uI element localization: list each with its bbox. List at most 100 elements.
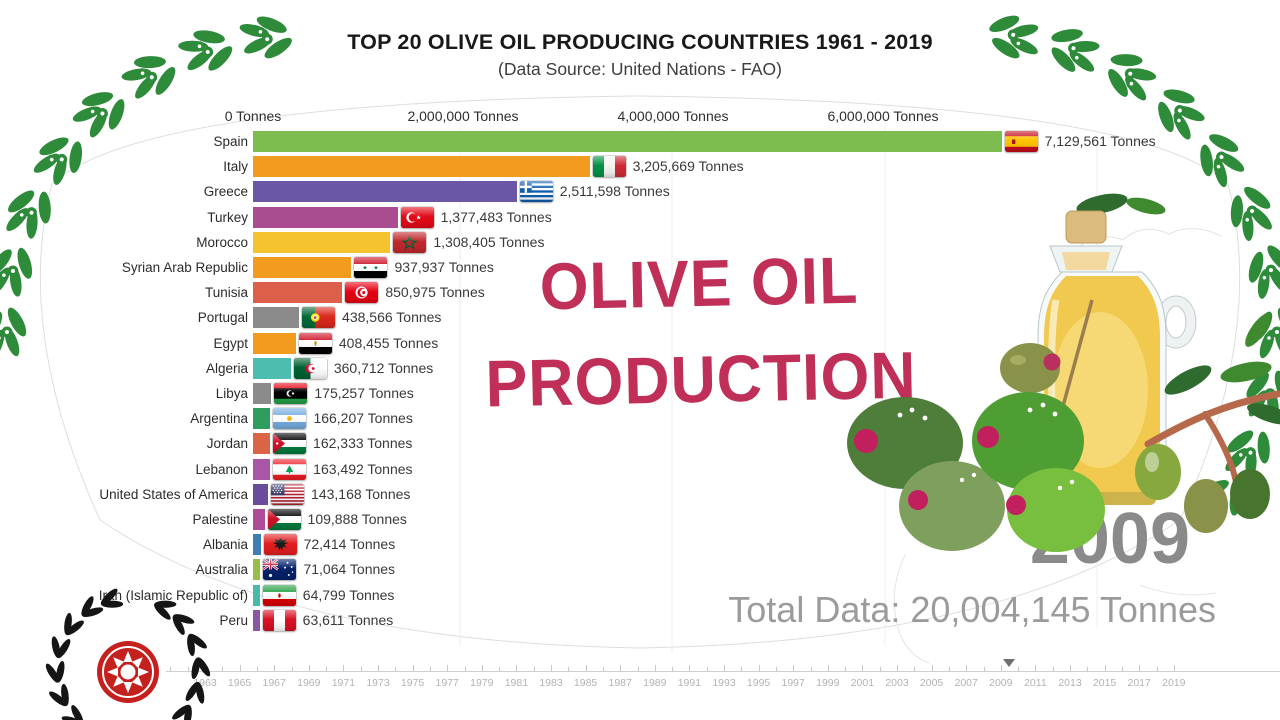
timeline-tick xyxy=(1052,667,1054,671)
timeline-tick xyxy=(1139,665,1141,671)
bar xyxy=(253,534,261,556)
timeline-tick xyxy=(499,667,501,671)
timeline-year-label: 1999 xyxy=(816,677,840,689)
country-label: Syrian Arab Republic xyxy=(121,260,248,275)
country-label: Morocco xyxy=(196,234,248,250)
timeline-year-label: 2001 xyxy=(850,677,875,689)
timeline-tick xyxy=(879,667,881,671)
chart-row: Greece 2,511,598 Tonnes xyxy=(0,179,1280,204)
timeline-year-label: 2015 xyxy=(1092,677,1117,689)
timeline-tick xyxy=(775,667,777,671)
timeline-tick xyxy=(1121,667,1123,671)
bar xyxy=(253,559,261,581)
timeline-tick xyxy=(741,667,743,671)
chart-row: Lebanon 163,492 Tonnes xyxy=(0,457,1280,482)
timeline-year-label: 1977 xyxy=(435,677,459,689)
timeline-year-label: 1983 xyxy=(539,677,563,689)
timeline-tick xyxy=(360,667,362,671)
overlay-line2: PRODUCTION xyxy=(484,337,918,421)
timeline-tick xyxy=(637,667,639,671)
timeline-year-label: 1991 xyxy=(677,677,702,689)
us-flag-icon xyxy=(271,483,305,505)
value-label: 175,257 Tonnes xyxy=(314,385,414,401)
bar xyxy=(253,131,1002,152)
timeline-tick xyxy=(378,665,379,671)
value-label: 109,888 Tonnes xyxy=(307,511,407,527)
value-label: 163,492 Tonnes xyxy=(313,460,413,477)
country-label: Italy xyxy=(223,159,248,175)
axis-tick-label: 6,000,000 Tonnes xyxy=(827,108,939,124)
timeline-tick xyxy=(810,667,812,671)
tr-flag-icon xyxy=(400,206,434,228)
tn-flag-icon xyxy=(345,282,379,304)
timeline-tick xyxy=(1156,667,1158,671)
timeline-year-label: 2005 xyxy=(919,677,944,689)
timeline-tick xyxy=(222,667,224,671)
timeline-year-label: 1965 xyxy=(227,677,252,689)
timeline-tick xyxy=(447,665,449,671)
timeline-tick xyxy=(481,665,483,671)
pt-flag-icon xyxy=(302,307,336,329)
timeline-year-label: 1963 xyxy=(193,677,217,689)
country-label: Lebanon xyxy=(195,461,248,477)
ir-flag-icon xyxy=(262,584,296,606)
timeline-tick xyxy=(672,667,674,671)
dz-flag-icon xyxy=(293,357,327,379)
timeline-tick xyxy=(308,665,310,671)
timeline-tick xyxy=(1018,667,1020,671)
es-flag-icon xyxy=(1004,131,1038,152)
timeline-tick xyxy=(533,667,535,671)
timeline-tick xyxy=(1104,665,1106,671)
timeline-year-label: 2017 xyxy=(1127,677,1151,689)
timeline-year-label: 1987 xyxy=(608,677,632,689)
timeline-tick xyxy=(1173,665,1175,671)
timeline-year-label: 2011 xyxy=(1024,677,1047,689)
value-label: 72,414 Tonnes xyxy=(303,536,396,553)
country-label: Greece xyxy=(203,184,248,200)
timeline-year-label: 1989 xyxy=(643,677,667,689)
timeline-tick xyxy=(914,667,916,671)
bar xyxy=(253,584,260,606)
timeline-tick xyxy=(256,667,258,671)
timeline-tick xyxy=(1087,667,1089,671)
gr-flag-icon xyxy=(519,181,553,203)
timeline-tick xyxy=(620,665,622,671)
timeline-year-label: 1973 xyxy=(366,677,390,689)
value-label: 408,455 Tonnes xyxy=(338,334,439,351)
timeline-tick xyxy=(793,665,795,671)
timeline-year-label: 2009 xyxy=(989,677,1013,689)
chart-row: Turkey 1,377,483 Tonnes xyxy=(0,205,1280,230)
country-label: Palestine xyxy=(192,512,248,527)
timeline-tick xyxy=(187,667,189,671)
timeline-year-label: 2013 xyxy=(1058,677,1082,689)
timeline-year-label: 1993 xyxy=(712,677,736,689)
timeline-year-label: 1969 xyxy=(297,677,321,689)
country-label: Egypt xyxy=(213,335,248,351)
bar xyxy=(253,257,352,278)
timeline-line xyxy=(166,671,1280,672)
chart-row: Italy 3,205,669 Tonnes xyxy=(0,154,1280,179)
timeline-tick xyxy=(897,665,898,671)
bar xyxy=(253,483,269,505)
country-label: Tunisia xyxy=(204,285,248,301)
country-label: Algeria xyxy=(205,360,248,376)
jo-flag-icon xyxy=(273,433,307,455)
value-label: 71,064 Tonnes xyxy=(303,561,396,578)
timeline-year-label: 1967 xyxy=(262,677,286,689)
pe-flag-icon xyxy=(262,609,296,631)
timeline-tick xyxy=(516,665,518,671)
country-label: Albania xyxy=(202,537,248,553)
value-label: 3,205,669 Tonnes xyxy=(632,158,744,175)
timeline-year-label: 1995 xyxy=(746,677,771,689)
timeline-tick xyxy=(845,667,847,671)
timeline-year-label: 1979 xyxy=(470,677,494,689)
axis-tick-label: 2,000,000 Tonnes xyxy=(407,108,519,124)
timeline-tick xyxy=(1000,665,1002,671)
axis-tick-label: 4,000,000 Tonnes xyxy=(617,108,729,124)
page-title: TOP 20 OLIVE OIL PRODUCING COUNTRIES 196… xyxy=(347,30,933,54)
country-label: United States of America xyxy=(99,486,248,502)
value-label: 1,308,405 Tonnes xyxy=(433,233,545,250)
timeline-tick xyxy=(948,667,950,671)
timeline-tick xyxy=(724,665,725,671)
